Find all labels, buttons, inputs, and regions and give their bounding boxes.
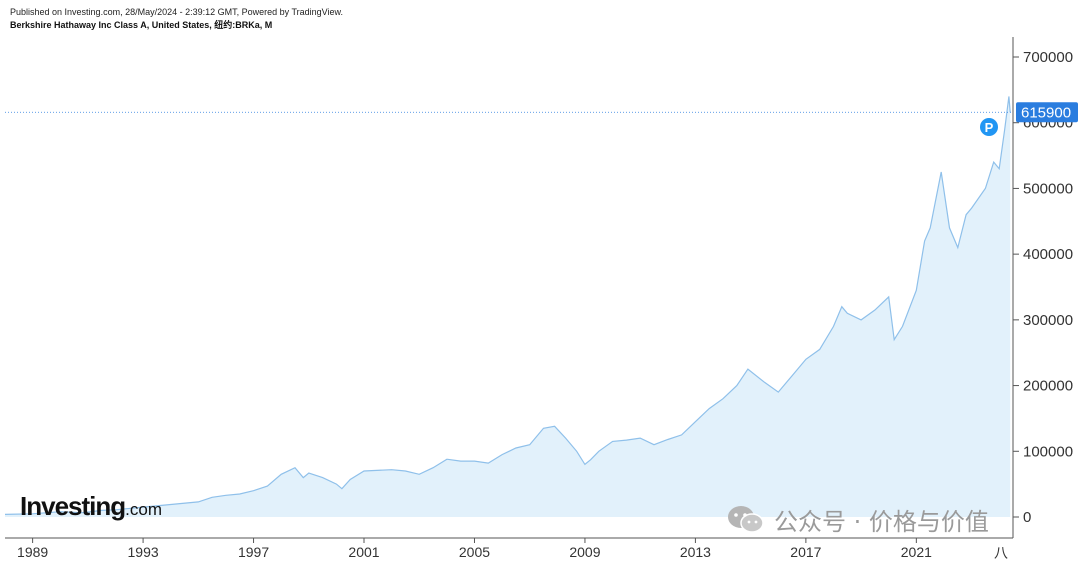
chart-header: Published on Investing.com, 28/May/2024 …: [10, 6, 343, 32]
wechat-watermark: 公众号 · 价格与价值: [726, 502, 989, 537]
x-ticks: 1989 1993 1997 2001 2005 2009 2013 2017 2021 八: [17, 538, 1008, 561]
wechat-icon: [728, 505, 764, 533]
last-price-tag-bg: [1016, 102, 1078, 123]
x-tick-label: 2017: [790, 544, 821, 560]
last-price-tag-text: 615900: [1021, 104, 1071, 121]
x-tick-label: 2021: [901, 544, 932, 560]
logo-domain: .com: [125, 500, 162, 519]
watermark-text: 公众号 · 价格与价值: [774, 508, 989, 536]
x-tick-label: 2013: [680, 544, 711, 560]
last-price-tag: 615900: [1016, 102, 1078, 123]
x-tick-label: 1997: [238, 544, 269, 560]
x-tick-label: 2001: [348, 544, 379, 560]
instrument-title: Berkshire Hathaway Inc Class A, United S…: [10, 20, 273, 30]
series-area-fill: [5, 96, 1011, 518]
x-tick-label: 1993: [128, 544, 159, 560]
logo-text: Investing: [20, 491, 126, 521]
published-info: Published on Investing.com, 28/May/2024 …: [10, 7, 344, 17]
price-marker-label: P: [985, 120, 994, 135]
price-marker-circle: [980, 118, 998, 136]
axes: 0100000200000300000400000500000600000700…: [5, 37, 1073, 561]
price-marker[interactable]: P: [980, 118, 998, 136]
y-tick-label: 0: [1023, 509, 1031, 526]
x-tick-label: 2005: [459, 544, 490, 560]
y-tick-label: 200000: [1023, 378, 1073, 395]
y-tick-label: 100000: [1023, 443, 1073, 460]
y-tick-label: 400000: [1023, 246, 1073, 263]
x-tick-label: 2009: [569, 544, 600, 560]
series-line: [4, 96, 1011, 515]
y-ticks: 0100000200000300000400000500000600000700…: [1013, 49, 1073, 526]
investing-logo: Investing.com: [20, 491, 162, 522]
y-tick-label: 500000: [1023, 180, 1073, 197]
y-tick-label: 700000: [1023, 49, 1073, 66]
x-tick-label: 1989: [17, 544, 48, 560]
y-tick-label: 300000: [1023, 312, 1073, 329]
x-extra-label: 八: [994, 545, 1008, 561]
plot-area: [4, 96, 1013, 518]
